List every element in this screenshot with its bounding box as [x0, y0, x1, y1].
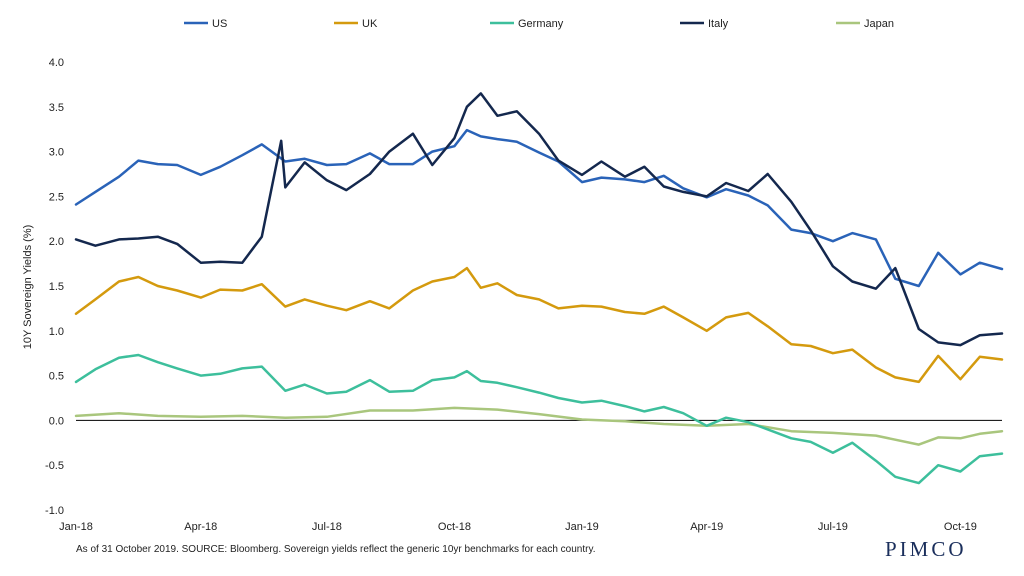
y-tick-label: 2.0 [49, 236, 64, 248]
y-tick-label: 0.0 [49, 415, 64, 427]
y-tick-label: 3.5 [49, 102, 64, 114]
y-tick-label: 2.5 [49, 191, 64, 203]
legend-label-japan: Japan [864, 18, 894, 30]
y-tick-label: -0.5 [45, 460, 64, 472]
legend-label-us: US [212, 18, 227, 30]
legend-label-germany: Germany [518, 18, 564, 30]
y-tick-label: -1.0 [45, 505, 64, 517]
y-axis-title: 10Y Sovereign Yields (%) [22, 225, 34, 350]
legend-label-italy: Italy [708, 18, 729, 30]
x-tick-label: Jan-19 [565, 521, 599, 533]
series-line-japan [74, 406, 1004, 446]
y-tick-label: 0.5 [49, 371, 64, 383]
chart-legend: US UK Germany Italy Japan [184, 18, 894, 30]
x-tick-label: Jul-19 [818, 521, 848, 533]
y-axis-ticks: 4.0 3.5 3.0 2.5 2.0 1.5 1.0 0.5 0.0 -0.5 -1.0 [45, 57, 64, 517]
x-axis-ticks: Jan-18 Apr-18 Jul-18 Oct-18 Jan-19 Apr-19 Jul-… [59, 521, 977, 533]
x-tick-label: Oct-19 [944, 521, 977, 533]
series-lines [74, 92, 1004, 485]
y-tick-label: 1.5 [49, 281, 64, 293]
x-tick-label: Apr-18 [184, 521, 217, 533]
y-tick-label: 3.0 [49, 147, 64, 159]
y-tick-label: 1.0 [49, 326, 64, 338]
source-footnote: As of 31 October 2019. SOURCE: Bloomberg… [76, 544, 596, 555]
series-line-germany [74, 353, 1004, 485]
series-line-italy [74, 92, 1004, 347]
pimco-logo: PIMCO [885, 537, 967, 561]
series-line-us [74, 128, 1004, 288]
series-line-uk [74, 266, 1004, 384]
x-tick-label: Jul-18 [312, 521, 342, 533]
y-tick-label: 4.0 [49, 57, 64, 69]
legend-label-uk: UK [362, 18, 378, 30]
x-tick-label: Apr-19 [690, 521, 723, 533]
x-tick-label: Oct-18 [438, 521, 471, 533]
x-tick-label: Jan-18 [59, 521, 93, 533]
